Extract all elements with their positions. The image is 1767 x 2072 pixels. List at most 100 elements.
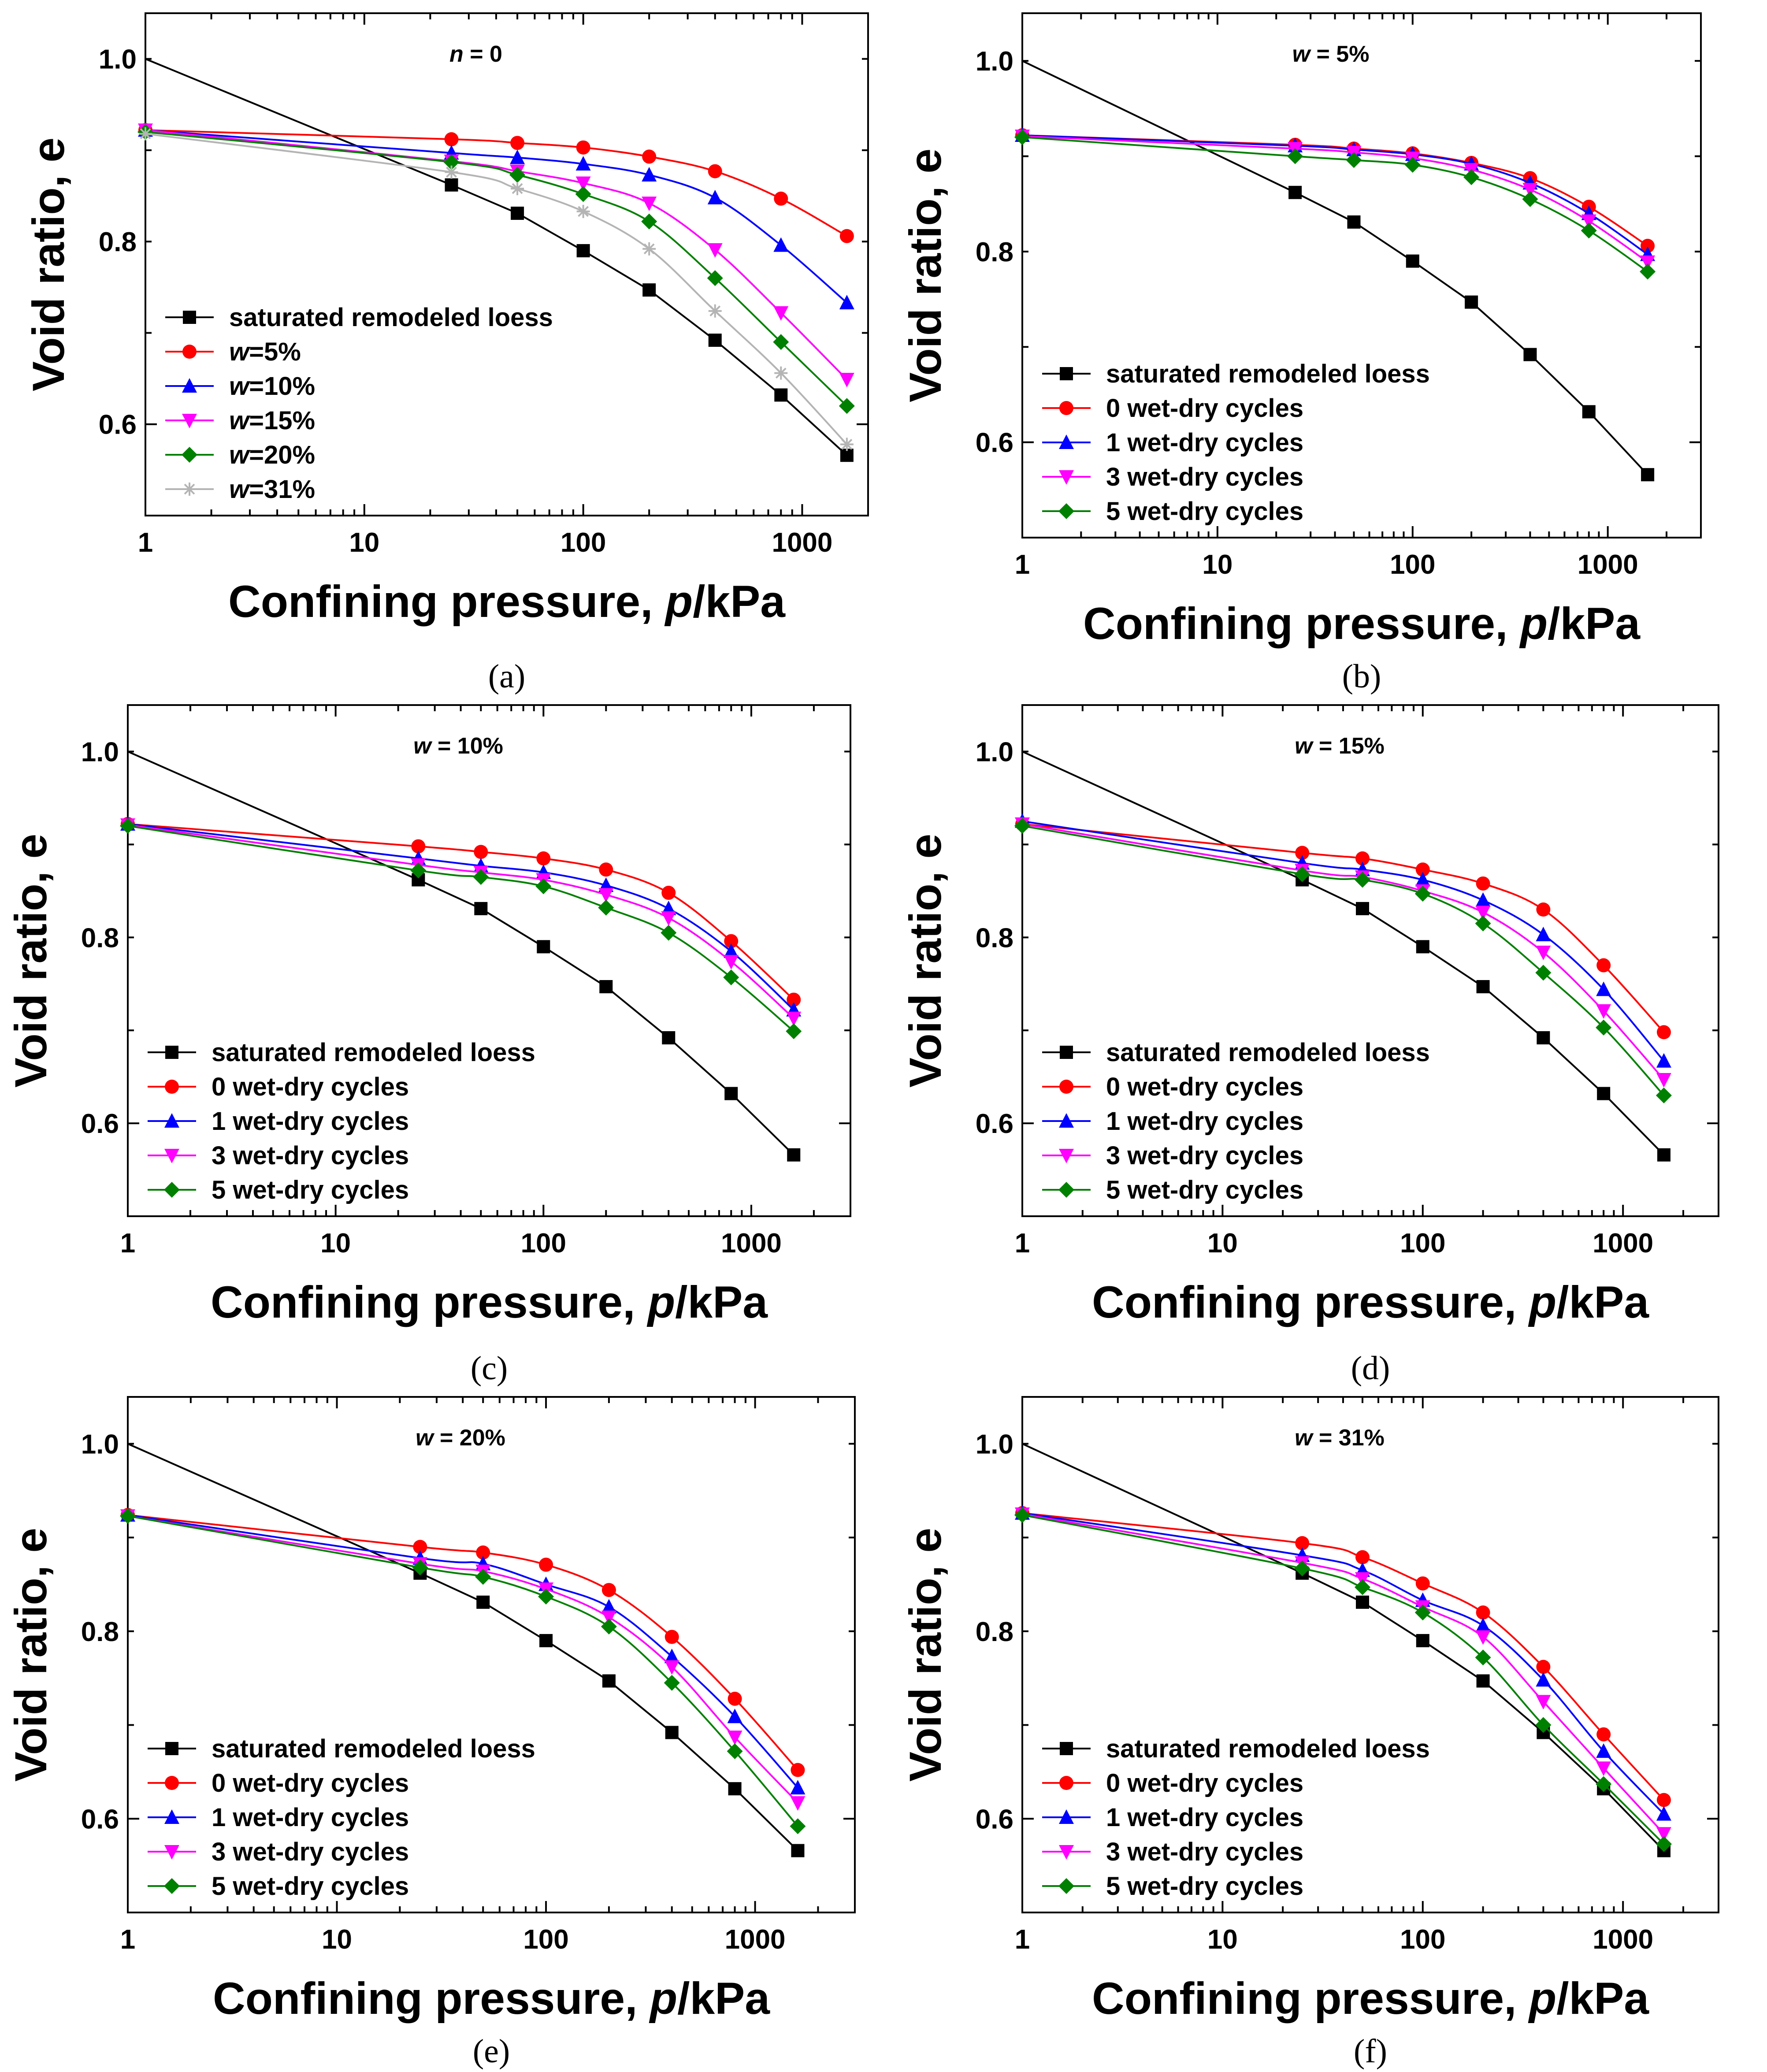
y-axis-title: Void ratio, e — [900, 834, 950, 1088]
x-tick-label: 100 — [523, 1924, 568, 1955]
legend-marker — [1058, 1182, 1074, 1198]
y-tick-label: 0.8 — [976, 923, 1013, 953]
data-point — [664, 1675, 680, 1691]
data-point — [665, 1726, 679, 1739]
data-point — [1294, 866, 1310, 882]
data-point — [1596, 1004, 1611, 1019]
legend: saturated remodeled loess 0 wet-dry cycle… — [1042, 1734, 1430, 1901]
data-point — [1415, 862, 1430, 877]
y-tick-label: 0.6 — [976, 1109, 1013, 1139]
data-point — [1640, 264, 1656, 280]
legend-item: 1 wet-dry cycles — [148, 1107, 409, 1136]
data-point — [474, 845, 488, 859]
legend-label: w=20% — [229, 441, 315, 469]
data-point — [139, 127, 152, 141]
series-line — [1022, 134, 1648, 247]
plot-frame — [1021, 1396, 1719, 1913]
x-tick-label: 10 — [1207, 1228, 1238, 1259]
legend-item: 5 wet-dry cycles — [1042, 1872, 1303, 1901]
data-point — [662, 1031, 676, 1045]
data-point — [1475, 1630, 1491, 1645]
y-tick-label: 0.8 — [976, 237, 1013, 267]
legend-marker — [1058, 503, 1074, 519]
legend-item: w=31% — [165, 475, 315, 504]
legend-item: 0 wet-dry cycles — [1042, 394, 1303, 423]
legend-label: w=10% — [229, 372, 315, 401]
legend-item: saturated remodeled loess — [148, 1038, 535, 1067]
data-point — [1475, 892, 1491, 907]
x-axis-ticks — [1021, 705, 1719, 1216]
data-point — [642, 283, 656, 297]
x-axis-ticks — [127, 705, 851, 1216]
series-line — [1022, 1443, 1665, 1851]
legend: saturated remodeled loess 0 wet-dry cycle… — [1042, 360, 1430, 526]
series-0 — [127, 750, 801, 1162]
data-point — [1536, 1695, 1551, 1710]
series-4 — [1014, 1507, 1672, 1852]
series-line — [1022, 136, 1648, 272]
legend-item: 0 wet-dry cycles — [148, 1073, 409, 1101]
x-tick-label: 100 — [561, 527, 606, 558]
x-tick-label: 1000 — [721, 1228, 782, 1259]
y-axis-title: Void ratio, e — [6, 834, 56, 1088]
series-5 — [139, 127, 854, 451]
legend-marker — [164, 1149, 179, 1163]
data-point — [787, 992, 801, 1007]
series-line — [127, 823, 794, 1011]
panel-caption: (a) — [488, 658, 525, 695]
data-point — [724, 955, 739, 970]
chart-panel-6: 1 10 100 1000 0.6 0.8 1.0 Confining pressure, p… — [900, 1396, 1719, 2070]
data-point — [1596, 981, 1611, 996]
legend-item: 3 wet-dry cycles — [1042, 463, 1303, 491]
legend-item: 5 wet-dry cycles — [148, 1872, 409, 1901]
data-point — [1287, 148, 1303, 164]
y-tick-label: 0.8 — [81, 1617, 119, 1647]
x-tick-label: 10 — [1202, 550, 1232, 580]
data-point — [1656, 1025, 1671, 1040]
data-point — [599, 862, 613, 877]
legend-marker — [1059, 1845, 1074, 1860]
y-tick-label: 0.8 — [976, 1617, 1013, 1647]
data-point — [728, 1691, 742, 1706]
x-tick-label: 1 — [1015, 550, 1030, 580]
y-tick-label: 1.0 — [99, 45, 137, 75]
data-point — [1535, 965, 1552, 981]
series-1 — [121, 1508, 805, 1777]
data-point — [1014, 818, 1030, 834]
y-tick-label: 0.6 — [99, 410, 137, 440]
x-tick-label: 1 — [120, 1924, 135, 1955]
data-point — [728, 1782, 742, 1796]
series-line — [1022, 823, 1665, 1033]
legend-label: saturated remodeled loess — [212, 1038, 535, 1067]
legend-label: saturated remodeled loess — [1106, 360, 1430, 388]
x-tick-label: 1 — [1015, 1228, 1030, 1259]
data-point — [1476, 980, 1490, 994]
series-line — [1022, 1513, 1665, 1834]
data-point — [1596, 1727, 1611, 1742]
data-point — [601, 1599, 616, 1614]
legend-item: w=20% — [165, 441, 315, 469]
data-point — [473, 869, 489, 885]
data-point — [1596, 1743, 1611, 1758]
data-point — [511, 206, 524, 220]
data-point — [839, 229, 854, 243]
data-point — [1346, 152, 1362, 168]
legend-item: saturated remodeled loess — [1042, 1734, 1430, 1763]
data-point — [510, 136, 525, 150]
data-point — [1288, 186, 1302, 199]
series-4 — [1014, 818, 1672, 1103]
data-point — [1656, 1836, 1672, 1852]
y-tick-label: 0.8 — [81, 923, 119, 953]
series-2 — [120, 816, 802, 1017]
data-point — [410, 862, 427, 879]
data-point — [1535, 1717, 1552, 1733]
data-point — [708, 304, 722, 318]
data-point — [839, 373, 854, 388]
data-point — [707, 243, 723, 258]
data-point — [1355, 851, 1370, 865]
legend-marker — [182, 378, 197, 393]
legend-label: 1 wet-dry cycles — [212, 1803, 409, 1832]
data-point — [1295, 846, 1310, 860]
data-point — [1347, 215, 1361, 229]
legend-item: saturated remodeled loess — [1042, 360, 1430, 388]
